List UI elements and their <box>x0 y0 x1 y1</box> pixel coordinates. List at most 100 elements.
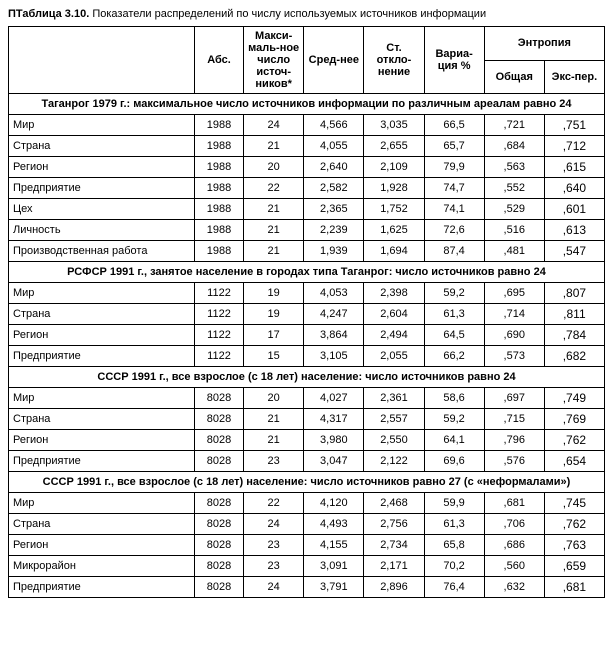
cell-entropy-exp: ,712 <box>544 136 604 157</box>
cell-entropy-total: ,721 <box>484 115 544 136</box>
cell-entropy-exp: ,763 <box>544 535 604 556</box>
cell-max: 21 <box>244 409 304 430</box>
section-title: СССР 1991 г., все взрослое (с 18 лет) на… <box>9 367 605 388</box>
header-stdev: Ст. откло-нение <box>364 27 424 94</box>
cell-max: 21 <box>244 430 304 451</box>
table-caption: ПТаблица 3.10. Показатели распределений … <box>8 8 605 20</box>
cell-max: 23 <box>244 535 304 556</box>
cell-abs: 8028 <box>194 514 243 535</box>
row-label: Микрорайон <box>9 556 195 577</box>
section-header-row: Таганрог 1979 г.: максимальное число ист… <box>9 94 605 115</box>
row-label: Предприятие <box>9 577 195 598</box>
cell-entropy-total: ,714 <box>484 304 544 325</box>
cell-var: 69,6 <box>424 451 484 472</box>
row-label: Страна <box>9 409 195 430</box>
cell-entropy-total: ,529 <box>484 199 544 220</box>
cell-abs: 1988 <box>194 178 243 199</box>
cell-abs: 1988 <box>194 241 243 262</box>
header-mean: Сред-нее <box>304 27 364 94</box>
table-row: Мир1988244,5663,03566,5,721,751 <box>9 115 605 136</box>
table-row: Регион8028234,1552,73465,8,686,763 <box>9 535 605 556</box>
table-row: Мир1122194,0532,39859,2,695,807 <box>9 283 605 304</box>
table-row: Регион8028213,9802,55064,1,796,762 <box>9 430 605 451</box>
cell-entropy-exp: ,762 <box>544 514 604 535</box>
cell-max: 21 <box>244 220 304 241</box>
cell-mean: 4,247 <box>304 304 364 325</box>
cell-max: 22 <box>244 178 304 199</box>
data-table: Абс. Макси-маль-ное число источ-ников* С… <box>8 26 605 598</box>
cell-entropy-exp: ,681 <box>544 577 604 598</box>
cell-abs: 1988 <box>194 220 243 241</box>
cell-entropy-total: ,681 <box>484 493 544 514</box>
row-label: Личность <box>9 220 195 241</box>
section-title: СССР 1991 г., все взрослое (с 18 лет) на… <box>9 472 605 493</box>
cell-entropy-exp: ,654 <box>544 451 604 472</box>
cell-max: 24 <box>244 577 304 598</box>
row-label: Мир <box>9 283 195 304</box>
row-label: Мир <box>9 388 195 409</box>
cell-abs: 8028 <box>194 556 243 577</box>
cell-abs: 8028 <box>194 577 243 598</box>
cell-var: 64,5 <box>424 325 484 346</box>
row-label: Страна <box>9 304 195 325</box>
cell-var: 58,6 <box>424 388 484 409</box>
row-label: Регион <box>9 430 195 451</box>
table-row: Микрорайон8028233,0912,17170,2,560,659 <box>9 556 605 577</box>
header-entropy-exp: Экс-пер. <box>544 60 604 94</box>
table-row: Предприятие1988222,5821,92874,7,552,640 <box>9 178 605 199</box>
cell-entropy-total: ,632 <box>484 577 544 598</box>
cell-var: 79,9 <box>424 157 484 178</box>
cell-var: 72,6 <box>424 220 484 241</box>
cell-var: 64,1 <box>424 430 484 451</box>
row-label: Регион <box>9 325 195 346</box>
table-row: Регион1122173,8642,49464,5,690,784 <box>9 325 605 346</box>
cell-entropy-total: ,697 <box>484 388 544 409</box>
cell-entropy-exp: ,762 <box>544 430 604 451</box>
cell-mean: 2,365 <box>304 199 364 220</box>
header-entropy-total: Общая <box>484 60 544 94</box>
row-label: Производственная работа <box>9 241 195 262</box>
cell-entropy-exp: ,784 <box>544 325 604 346</box>
cell-abs: 8028 <box>194 409 243 430</box>
cell-std: 2,550 <box>364 430 424 451</box>
cell-entropy-total: ,563 <box>484 157 544 178</box>
cell-max: 15 <box>244 346 304 367</box>
cell-mean: 4,155 <box>304 535 364 556</box>
cell-std: 2,604 <box>364 304 424 325</box>
cell-mean: 3,047 <box>304 451 364 472</box>
table-row: Страна8028244,4932,75661,3,706,762 <box>9 514 605 535</box>
cell-std: 2,122 <box>364 451 424 472</box>
cell-std: 3,035 <box>364 115 424 136</box>
table-row: Мир8028204,0272,36158,6,697,749 <box>9 388 605 409</box>
cell-std: 2,896 <box>364 577 424 598</box>
cell-max: 23 <box>244 556 304 577</box>
row-label: Предприятие <box>9 451 195 472</box>
cell-mean: 4,317 <box>304 409 364 430</box>
cell-entropy-exp: ,615 <box>544 157 604 178</box>
cell-std: 1,928 <box>364 178 424 199</box>
cell-var: 74,7 <box>424 178 484 199</box>
row-label: Страна <box>9 514 195 535</box>
table-body: Таганрог 1979 г.: максимальное число ист… <box>9 94 605 598</box>
cell-max: 24 <box>244 115 304 136</box>
cell-entropy-exp: ,613 <box>544 220 604 241</box>
cell-entropy-exp: ,682 <box>544 346 604 367</box>
cell-abs: 8028 <box>194 493 243 514</box>
header-entropy: Энтропия <box>484 27 604 61</box>
cell-std: 1,752 <box>364 199 424 220</box>
cell-var: 59,2 <box>424 409 484 430</box>
cell-entropy-exp: ,601 <box>544 199 604 220</box>
row-label: Регион <box>9 157 195 178</box>
cell-max: 22 <box>244 493 304 514</box>
cell-entropy-total: ,576 <box>484 451 544 472</box>
header-max: Макси-маль-ное число источ-ников* <box>244 27 304 94</box>
row-label: Цех <box>9 199 195 220</box>
cell-entropy-total: ,684 <box>484 136 544 157</box>
cell-var: 61,3 <box>424 514 484 535</box>
cell-mean: 3,791 <box>304 577 364 598</box>
cell-max: 21 <box>244 241 304 262</box>
table-row: Мир8028224,1202,46859,9,681,745 <box>9 493 605 514</box>
cell-abs: 1988 <box>194 115 243 136</box>
table-header: Абс. Макси-маль-ное число источ-ников* С… <box>9 27 605 94</box>
cell-mean: 2,582 <box>304 178 364 199</box>
